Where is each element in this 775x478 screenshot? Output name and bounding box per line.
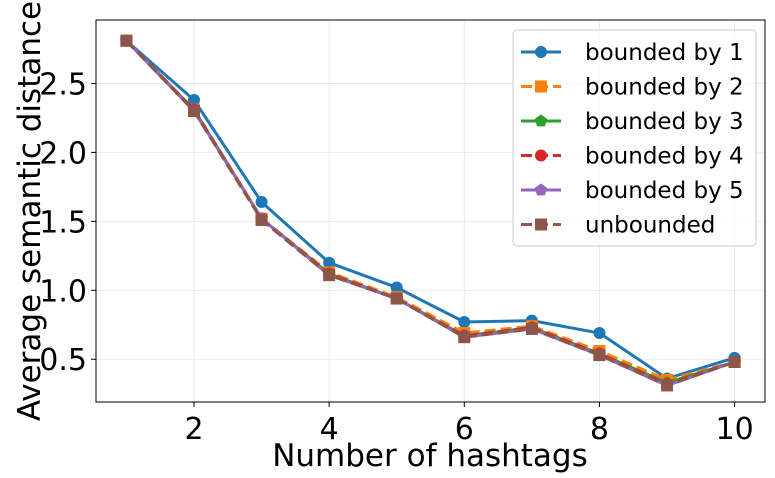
data-point: [728, 356, 741, 369]
x-tick-label: 4: [320, 412, 339, 447]
data-point: [458, 331, 471, 344]
legend: bounded by 1 bounded by 2 bounded by 3 boun…: [512, 29, 757, 247]
y-tick-label: 2.5: [39, 67, 87, 102]
x-axis-title: Number of hashtags: [272, 438, 588, 474]
data-point: [661, 379, 674, 392]
legend-swatch-marker: [535, 218, 547, 231]
data-point: [593, 349, 606, 362]
data-point: [255, 196, 268, 209]
legend-swatch-marker: [535, 80, 547, 93]
legend-swatch-marker: [534, 183, 548, 196]
y-tick-label: 1.0: [39, 274, 87, 309]
plot-area-frame: [95, 19, 766, 403]
x-tick-label: 2: [184, 412, 203, 447]
data-point: [593, 327, 606, 340]
legend-label: bounded by 2: [585, 75, 744, 101]
data-point: [187, 105, 200, 118]
data-point: [120, 34, 133, 47]
legend-label: bounded by 5: [585, 178, 744, 204]
legend-label: bounded by 1: [585, 40, 744, 66]
x-tick-label: 8: [590, 412, 609, 447]
legend-swatch-marker: [535, 46, 547, 58]
data-point: [255, 213, 268, 226]
axis-ticks: 2 4 6 8 10 0.5 1.0 1.5 2.0 2.5: [39, 67, 753, 447]
data-point: [323, 269, 336, 282]
series-6: [120, 34, 741, 392]
data-point: [525, 322, 538, 335]
series-line: [125, 39, 736, 387]
x-tick-label: 10: [715, 412, 753, 447]
y-tick-label: 0.5: [39, 343, 87, 378]
series-line: [125, 39, 736, 381]
y-axis-title: Average semantic distance: [12, 1, 48, 421]
data-point: [187, 93, 200, 106]
legend-label: bounded by 3: [585, 109, 744, 135]
legend-label: unbounded: [585, 213, 715, 239]
data-point: [458, 316, 471, 329]
legend-frame: [512, 29, 757, 247]
x-tick-label: 6: [455, 412, 474, 447]
data-point: [390, 292, 403, 305]
y-tick-label: 1.5: [39, 205, 87, 240]
legend-label: bounded by 4: [585, 144, 744, 170]
legend-swatch-marker: [534, 114, 548, 127]
data-point: [323, 256, 336, 269]
series-group: [120, 34, 741, 392]
legend-swatch-marker: [535, 149, 547, 162]
data-point: [390, 281, 403, 294]
y-tick-label: 2.0: [39, 136, 87, 171]
